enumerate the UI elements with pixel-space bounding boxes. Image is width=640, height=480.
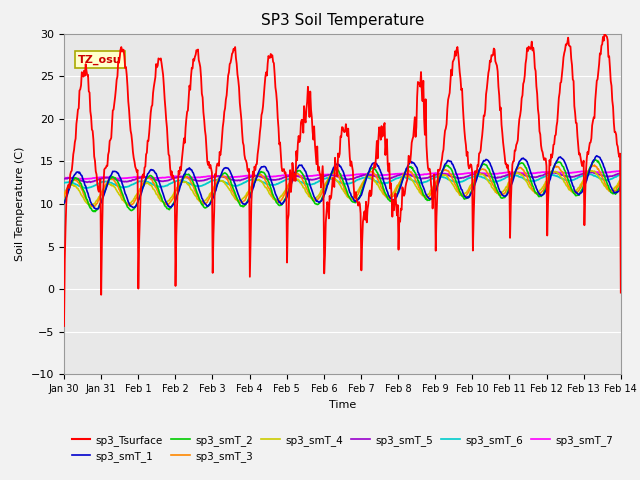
Legend: sp3_Tsurface, sp3_smT_1, sp3_smT_2, sp3_smT_3, sp3_smT_4, sp3_smT_5, sp3_smT_6, : sp3_Tsurface, sp3_smT_1, sp3_smT_2, sp3_…: [68, 431, 617, 466]
Y-axis label: Soil Temperature (C): Soil Temperature (C): [15, 147, 26, 261]
Text: TZ_osu: TZ_osu: [78, 55, 122, 65]
Title: SP3 Soil Temperature: SP3 Soil Temperature: [260, 13, 424, 28]
X-axis label: Time: Time: [329, 400, 356, 409]
